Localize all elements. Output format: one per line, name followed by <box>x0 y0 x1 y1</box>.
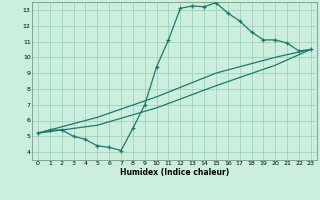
X-axis label: Humidex (Indice chaleur): Humidex (Indice chaleur) <box>120 168 229 177</box>
